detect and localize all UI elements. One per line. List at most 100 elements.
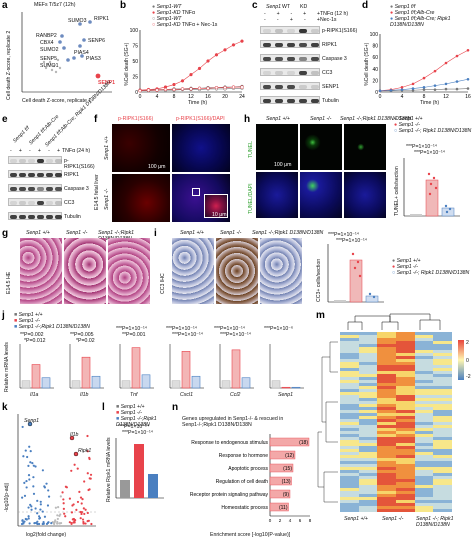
heatmap-cell [377,359,397,363]
data-point [411,87,415,90]
fluor-image-f-2 [172,124,230,172]
blot-band [28,173,35,177]
volcano-point [79,496,83,499]
panel-l-stat-1: ***P=1×10⁻¹⁴ [122,430,153,436]
panel-b-ylabel: %Cell death (SG+) [124,42,130,86]
blot-band [298,29,308,33]
heatmap-cell [396,338,415,342]
panel-h-ylabel: TUNEL+ cells/section [394,166,400,216]
panel-j-ylabel: Relative mRNA levels [4,342,10,392]
panel-f-scale2: 10 μm [212,212,227,218]
data-point [155,88,159,92]
tunel-dapi-image-1 [256,172,298,218]
blot-band [28,159,35,163]
panel-k-ylabel: -log10(p-adj) [4,482,10,512]
panel-k-xlabel: log2(fold change) [26,532,67,538]
panel-b-line-chart: 0 4 8 12 16 20 24 0 25 50 75 100 [130,28,245,100]
heatmap-cell [358,419,378,423]
blot-label-e-0: p-RIPK1(S166) [64,158,95,170]
heatmap-cell [396,446,415,450]
volcano-point [47,495,51,498]
panel-i-legend-1: ● Senp1 -/- [392,264,418,270]
bar [241,377,251,389]
heatmap-cell [433,449,453,453]
heatmap-cell [358,506,378,510]
panel-g-label: g [2,228,9,239]
heatmap-cell [358,359,378,363]
heatmap-cell [377,356,397,360]
blot-band [28,201,35,205]
blot-label-e-4: Tubulin [64,214,81,220]
ihc-image-2 [216,238,258,304]
panel-h: h Senp1 +/+ Senp1 -/- Senp1 -/-;Ripk1 D1… [244,114,474,226]
j-stat-1-1: *P=0.02 [76,338,95,344]
heatmap-cell [340,452,359,456]
category-label: Receptor protein signaling pathway [190,492,269,498]
volcano-point-senp1 [27,421,33,427]
volcano-point [43,515,47,518]
heatmap-cell [433,497,453,501]
volcano-label-ripk1: Ripk1 [78,448,92,454]
volcano-point [29,503,32,506]
panel-l-stat-0: ***P=1×10⁻¹⁴ [118,424,149,430]
heatmap-cell [377,479,397,483]
blot-band [286,43,296,47]
heatmap-cell [414,407,434,411]
bar [121,380,131,389]
blot-band [262,43,272,47]
j-gene-1: Il1b [80,392,89,398]
bar [291,386,301,389]
blot-band [298,71,308,75]
heatmap-cell [396,479,415,483]
heatmap-cell [358,497,378,501]
panel-i-stat-1: ***P=1×10⁻¹⁴ [336,238,367,244]
heatmap-cell [377,377,397,381]
data-point [206,59,210,63]
heatmap-cell [358,335,378,339]
heatmap-cell [340,482,359,486]
panel-m-label: m [316,310,325,321]
heatmap-cell [377,389,397,393]
heatmap-cell [358,374,378,378]
panel-c-label: c [252,0,258,11]
heatmap-cell [433,458,453,462]
heatmap-cell [358,464,378,468]
blot-band [274,29,284,33]
heatmap-cell [433,353,453,357]
blot-strip [260,40,320,48]
panel-d-line-chart: 0 4 8 12 16 0 20 40 60 80 100 [370,32,471,100]
heatmap-cell [358,500,378,504]
blot-label-c-2: Caspase 3 [322,56,347,62]
panel-j: j ■ Senp1 +/+ ■ Senp1 -/- ■ Senp1 -/-;Ri… [0,310,310,400]
heatmap-cell [377,491,397,495]
heatmap-cell [433,401,453,405]
he-image-3 [108,238,150,304]
heatmap-cell [396,461,415,465]
volcano-point [27,517,30,520]
heatmap-cell [358,470,378,474]
heatmap-cell [414,371,434,375]
data-point [189,87,193,91]
volcano-point [57,506,60,509]
volcano-point [58,522,62,525]
heatmap [340,332,453,513]
heatmap-cell [414,362,434,366]
data-point [180,87,185,91]
data-point [240,85,244,89]
blot-band [37,215,44,219]
heatmap-cell [396,458,415,462]
heatmap-cell [358,347,378,351]
heatmap-row-dendrogram [317,341,338,503]
heatmap-cell [414,461,434,465]
blot-band [286,99,296,103]
heatmap-cell [358,443,378,447]
heatmap-cell [340,509,359,513]
panel-d-ylabel: %Cell death (SG+) [364,42,370,86]
volcano-point [63,512,66,515]
data-point [455,87,459,91]
series-line [139,40,243,91]
panel-c-group-kd: KD [300,4,308,10]
blot-band [55,215,62,219]
heatmap-cell [377,461,397,465]
volcano-point [90,522,93,526]
